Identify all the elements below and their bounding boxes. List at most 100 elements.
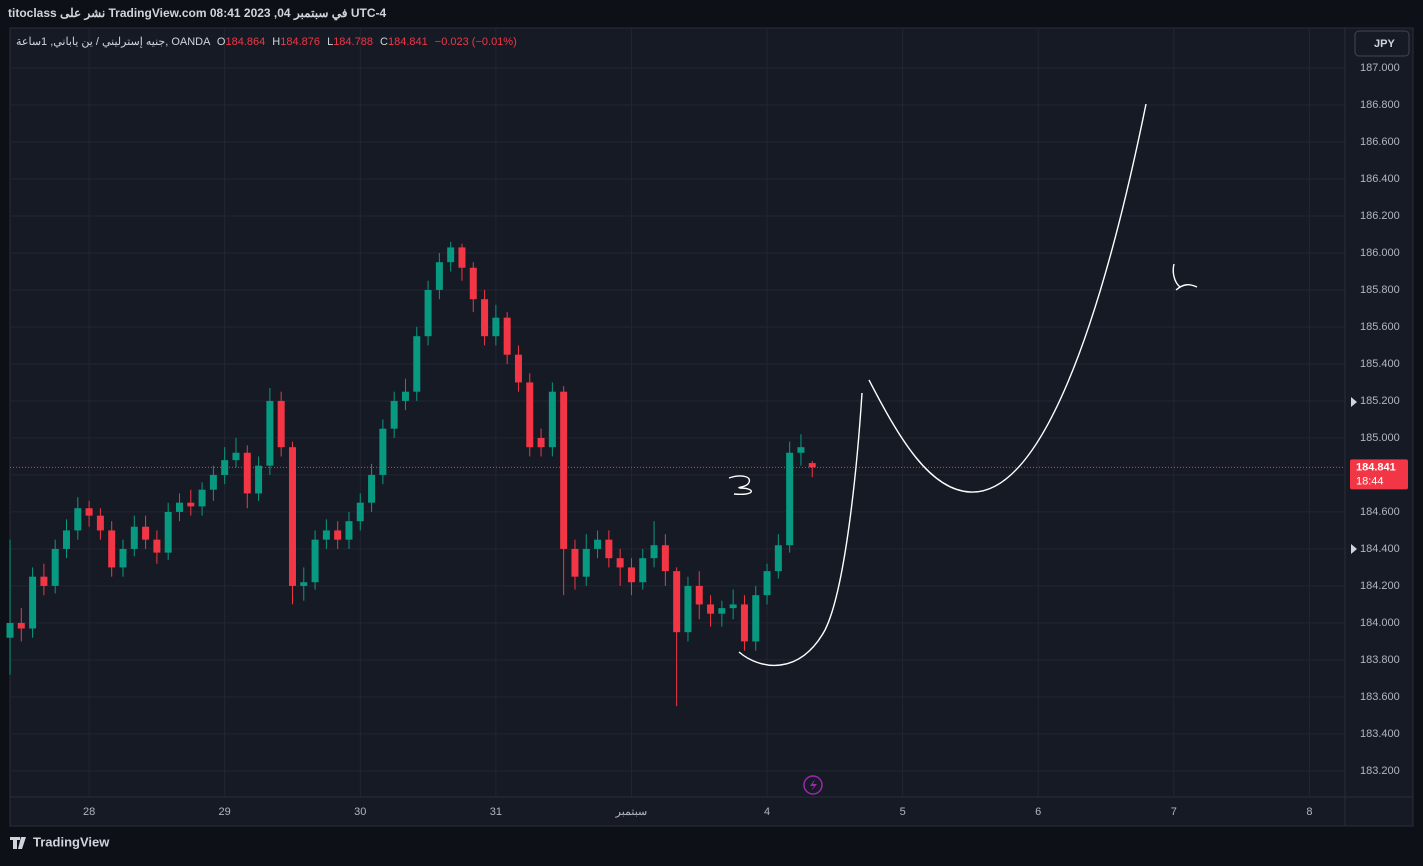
axes: 183.200 183.400 183.600 183.800 184.000 184.2… xyxy=(83,62,1408,818)
ohlc-value: 184.841 xyxy=(388,36,428,48)
candle-body xyxy=(514,354,522,383)
candle-body xyxy=(424,289,432,337)
last-price-label: 184.841 xyxy=(1356,461,1396,473)
candle-body xyxy=(198,489,206,507)
candle-body xyxy=(729,604,737,609)
candle-body xyxy=(684,585,692,633)
x-tick-label: سبتمبر xyxy=(615,806,648,818)
x-tick-label: 6 xyxy=(1035,806,1041,818)
candle-body xyxy=(322,530,330,540)
y-tick-label: 185.000 xyxy=(1360,432,1400,444)
candle-body xyxy=(96,515,104,531)
y-tick-label: 186.800 xyxy=(1360,99,1400,111)
header: titoclass نشر على TradingView.com 08:41 … xyxy=(8,6,386,21)
y-tick-label: 186.400 xyxy=(1360,173,1400,185)
candle-body xyxy=(605,539,613,559)
y-tick-label: 183.800 xyxy=(1360,654,1400,666)
candle-body xyxy=(164,511,172,553)
x-tick-label: 7 xyxy=(1171,806,1177,818)
y-tick-label: 186.200 xyxy=(1360,210,1400,222)
y-tick-label: 184.200 xyxy=(1360,580,1400,592)
candle-body xyxy=(311,539,319,583)
candle-body xyxy=(639,558,647,583)
candle-body xyxy=(447,247,455,263)
drawing-curve xyxy=(868,103,1147,493)
candle-body xyxy=(243,452,251,494)
candle-body xyxy=(718,608,726,614)
candle-body xyxy=(175,502,183,512)
candle-body xyxy=(62,530,70,549)
candle-body xyxy=(108,530,116,568)
candle-body xyxy=(492,317,500,337)
x-tick-label: 4 xyxy=(764,806,770,818)
y-tick-label: 184.000 xyxy=(1360,617,1400,629)
candle-body xyxy=(232,452,240,461)
candle-body xyxy=(74,508,82,531)
candle-body xyxy=(673,571,681,633)
candle-body xyxy=(401,391,409,401)
candle-body xyxy=(6,622,14,638)
candle-body xyxy=(571,548,579,577)
y-tick-label: 183.200 xyxy=(1360,765,1400,777)
drawings xyxy=(728,103,1198,667)
candle-body xyxy=(130,526,138,549)
logo-mark xyxy=(10,837,26,849)
candle-body xyxy=(142,526,150,540)
y-tick-label: 186.000 xyxy=(1360,247,1400,259)
candle-body xyxy=(627,567,635,583)
ohlc-label: H xyxy=(272,36,280,48)
event-icon[interactable] xyxy=(803,775,823,795)
candle-body xyxy=(503,317,511,355)
y-tick-label: 185.200 xyxy=(1360,395,1400,407)
candle-body xyxy=(786,452,794,546)
ohlc-value: 184.876 xyxy=(280,36,320,48)
candle-body xyxy=(435,262,443,290)
drawing-curve xyxy=(738,392,863,667)
candle-body xyxy=(300,582,308,586)
candle-body xyxy=(458,247,466,268)
ohlc-label: L xyxy=(327,36,333,48)
candle-body xyxy=(582,548,590,577)
candle-body xyxy=(560,391,568,549)
drawing-scribble xyxy=(728,475,752,496)
candle-body xyxy=(774,545,782,572)
ohlc-value: 184.788 xyxy=(333,36,373,48)
x-tick-label: 8 xyxy=(1306,806,1312,818)
y-tick-label: 187.000 xyxy=(1360,62,1400,74)
footer-logo: TradingView xyxy=(33,834,110,849)
last-price-box xyxy=(1350,459,1408,490)
x-tick-label: 30 xyxy=(354,806,366,818)
candle-body xyxy=(763,571,771,596)
candle-body xyxy=(85,508,93,516)
candles xyxy=(6,241,1345,707)
candle-body xyxy=(379,428,387,475)
y-tick-label: 185.600 xyxy=(1360,321,1400,333)
candle-body xyxy=(209,474,217,490)
candle-body xyxy=(797,447,805,453)
candle-body xyxy=(695,585,703,605)
y-tick-label: 184.600 xyxy=(1360,506,1400,518)
ohlc-label: O xyxy=(217,36,226,48)
currency-button[interactable] xyxy=(1354,30,1410,57)
candle-body xyxy=(51,548,59,586)
candle-body xyxy=(740,604,748,642)
candle-body xyxy=(255,465,263,494)
x-tick-label: 5 xyxy=(900,806,906,818)
candle-body xyxy=(594,539,602,549)
y-tick-label: 185.400 xyxy=(1360,358,1400,370)
legend: جنيه إسترليني / ين ياباني, 1ساعة, OANDA … xyxy=(16,36,517,48)
candle-body xyxy=(288,447,296,586)
candle-body xyxy=(548,391,556,448)
event-icon-bolt[interactable] xyxy=(810,779,817,791)
candle-body xyxy=(526,382,534,448)
candle-body xyxy=(616,558,624,568)
change: −0.023 (−0.01%) xyxy=(435,36,517,48)
ohlc-value: 184.864 xyxy=(225,36,265,48)
currency[interactable]: JPY xyxy=(1374,38,1395,50)
drawing-scribble xyxy=(1172,263,1198,291)
y-tick-label: 184.400 xyxy=(1360,543,1400,555)
event-icon-circle[interactable] xyxy=(803,775,823,795)
candle-body xyxy=(119,548,127,568)
